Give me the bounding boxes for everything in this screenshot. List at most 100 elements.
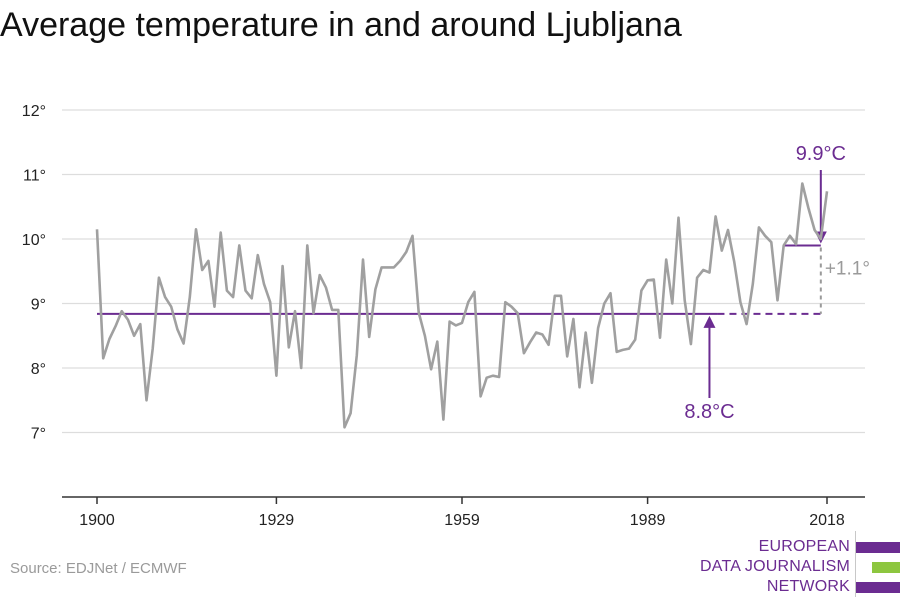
data-point-1933	[300, 367, 302, 369]
data-point-1917	[201, 269, 203, 271]
logo-text-line-2: DATA JOURNALISM	[700, 558, 850, 575]
data-point-1944	[368, 336, 370, 338]
data-point-1998	[702, 269, 704, 271]
data-point-1929	[275, 375, 277, 377]
data-point-1995	[684, 299, 686, 301]
data-point-2007	[758, 226, 760, 228]
data-point-1965	[498, 376, 500, 378]
data-point-1957	[448, 320, 450, 322]
data-point-1963	[486, 376, 488, 378]
data-point-1994	[677, 217, 679, 219]
data-point-1907	[139, 323, 141, 325]
data-point-1990	[653, 278, 655, 280]
data-point-1984	[615, 351, 617, 353]
data-point-1948	[393, 266, 395, 268]
data-point-1911	[164, 296, 166, 298]
data-point-1985	[622, 349, 624, 351]
data-point-1914	[182, 342, 184, 344]
data-point-1996	[690, 343, 692, 345]
data-point-2002	[727, 229, 729, 231]
data-point-1909	[151, 347, 153, 349]
data-point-2000	[714, 215, 716, 217]
data-point-1932	[294, 310, 296, 312]
data-point-1972	[541, 333, 543, 335]
data-point-1983	[609, 292, 611, 294]
data-point-1950	[405, 251, 407, 253]
data-point-1935	[312, 312, 314, 314]
data-point-1981	[597, 327, 599, 329]
data-point-2015	[807, 207, 809, 209]
data-point-2016	[813, 229, 815, 231]
data-point-1979	[585, 331, 587, 333]
y-tick-label: 12°	[22, 103, 46, 120]
data-point-1931	[288, 346, 290, 348]
data-point-1989	[646, 279, 648, 281]
data-point-1904	[121, 310, 123, 312]
data-point-1923	[238, 244, 240, 246]
logo-bar-green	[872, 562, 900, 573]
data-point-1930	[281, 265, 283, 267]
data-point-1905	[127, 318, 129, 320]
annotations	[97, 170, 827, 398]
gridlines	[62, 109, 865, 434]
chart-title: Average temperature in and around Ljublj…	[0, 6, 682, 44]
data-point-1951	[411, 235, 413, 237]
y-tick-label: 9°	[31, 297, 46, 314]
data-point-1926	[257, 254, 259, 256]
data-point-1920	[220, 231, 222, 233]
data-point-1910	[158, 277, 160, 279]
data-point-1901	[102, 357, 104, 359]
data-point-2006	[752, 283, 754, 285]
data-point-1977	[572, 318, 574, 320]
x-tick-label: 1989	[630, 512, 666, 529]
source-note: Source: EDJNet / ECMWF	[10, 560, 187, 577]
y-tick-label: 11°	[23, 168, 46, 185]
data-point-1980	[591, 382, 593, 384]
data-point-2001	[721, 249, 723, 251]
data-point-1928	[269, 301, 271, 303]
edjnet-logo[interactable]: EUROPEAN DATA JOURNALISM NETWORK	[700, 531, 900, 597]
data-point-1943	[362, 258, 364, 260]
baseline-value-label: 8.8°C	[684, 401, 734, 423]
data-point-1955	[436, 340, 438, 342]
data-point-1953	[424, 335, 426, 337]
data-point-1962	[479, 395, 481, 397]
data-point-1902	[108, 338, 110, 340]
data-point-1956	[442, 418, 444, 420]
data-point-1924	[244, 289, 246, 291]
y-tick-label: 7°	[31, 426, 46, 443]
data-point-1971	[535, 331, 537, 333]
data-point-1945	[374, 288, 376, 290]
data-point-1913	[176, 328, 178, 330]
data-point-1993	[671, 302, 673, 304]
data-point-1908	[145, 399, 147, 401]
data-point-1961	[473, 291, 475, 293]
data-point-1947	[387, 266, 389, 268]
data-point-1959	[461, 322, 463, 324]
data-point-1966	[504, 301, 506, 303]
data-point-1999	[708, 271, 710, 273]
data-point-1937	[325, 286, 327, 288]
temperature-points	[96, 182, 828, 428]
y-tick-label: 8°	[31, 361, 46, 378]
data-point-2004	[739, 301, 741, 303]
data-point-1946	[380, 266, 382, 268]
baseline-arrow-head	[703, 315, 716, 328]
data-point-1975	[560, 295, 562, 297]
data-point-1922	[232, 296, 234, 298]
data-point-1964	[492, 375, 494, 377]
data-point-1941	[349, 412, 351, 414]
data-point-1949	[399, 260, 401, 262]
data-point-1982	[603, 302, 605, 304]
data-point-1958	[455, 324, 457, 326]
x-tick-label: 2018	[809, 512, 845, 529]
data-point-1992	[665, 258, 667, 260]
data-point-1940	[343, 426, 345, 428]
temperature-series-line	[95, 182, 829, 429]
data-point-2017	[820, 238, 822, 240]
logo-text-line-3: NETWORK	[766, 578, 850, 595]
data-point-1916	[195, 228, 197, 230]
data-point-1952	[417, 311, 419, 313]
x-axis-ticks: 1900 1929 1959 1989 2018	[79, 497, 845, 529]
